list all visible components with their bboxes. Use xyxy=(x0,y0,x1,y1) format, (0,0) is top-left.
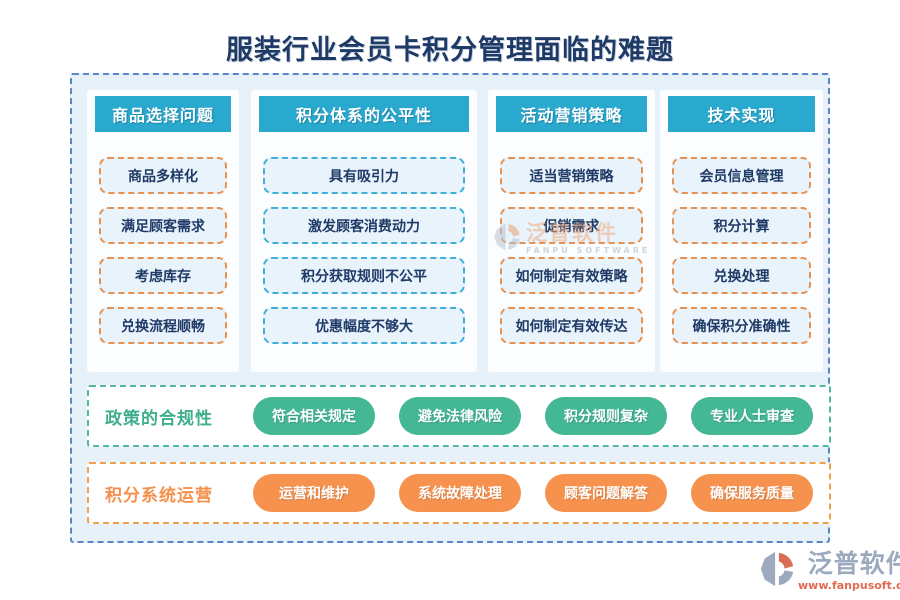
pill-node: 避免法律风险 xyxy=(399,397,521,435)
column-header: 技术实现 xyxy=(668,96,815,132)
item-node: 满足顾客需求 xyxy=(99,207,227,244)
band-system-operation: 积分系统运营 运营和维护 系统故障处理 顾客问题解答 确保服务质量 xyxy=(87,462,831,524)
pill-node: 顾客问题解答 xyxy=(545,474,667,512)
item-node: 积分获取规则不公平 xyxy=(263,257,465,294)
band-label: 政策的合规性 xyxy=(105,408,213,429)
column-product-selection: 商品选择问题 商品多样化 满足顾客需求 考虑库存 兑换流程顺畅 xyxy=(87,90,239,372)
pill-node: 专业人士审查 xyxy=(691,397,813,435)
page-title: 服装行业会员卡积分管理面临的难题 xyxy=(226,35,674,66)
column-items: 具有吸引力 激发顾客消费动力 积分获取规则不公平 优惠幅度不够大 xyxy=(251,132,477,344)
logo-url: www.fanpusoft.com xyxy=(798,578,900,592)
item-node: 优惠幅度不够大 xyxy=(263,307,465,344)
pill-node: 系统故障处理 xyxy=(399,474,521,512)
item-node: 积分计算 xyxy=(672,207,811,244)
pill-node: 运营和维护 xyxy=(253,474,375,512)
fanpu-logo: 泛普软件 www.fanpusoft.com xyxy=(758,550,900,592)
column-header: 商品选择问题 xyxy=(95,96,231,132)
item-node: 商品多样化 xyxy=(99,157,227,194)
main-frame: 商品选择问题 商品多样化 满足顾客需求 考虑库存 兑换流程顺畅 积分体系的公平性… xyxy=(70,73,831,543)
column-items: 商品多样化 满足顾客需求 考虑库存 兑换流程顺畅 xyxy=(87,132,239,344)
item-node: 具有吸引力 xyxy=(263,157,465,194)
logo-name: 泛普软件 xyxy=(807,549,900,578)
band-label: 积分系统运营 xyxy=(105,485,213,506)
item-node: 如何制定有效策略 xyxy=(500,257,643,294)
item-node: 确保积分准确性 xyxy=(672,307,811,344)
item-node: 兑换处理 xyxy=(672,257,811,294)
item-node: 激发顾客消费动力 xyxy=(263,207,465,244)
column-items: 会员信息管理 积分计算 兑换处理 确保积分准确性 xyxy=(660,132,823,344)
column-marketing-strategy: 活动营销策略 适当营销策略 促销需求 如何制定有效策略 如何制定有效传达 xyxy=(488,90,655,372)
pill-node: 符合相关规定 xyxy=(253,397,375,435)
column-tech-implementation: 技术实现 会员信息管理 积分计算 兑换处理 确保积分准确性 xyxy=(660,90,823,372)
pill-node: 积分规则复杂 xyxy=(545,397,667,435)
item-node: 会员信息管理 xyxy=(672,157,811,194)
column-header: 活动营销策略 xyxy=(496,96,647,132)
item-node: 促销需求 xyxy=(500,207,643,244)
item-node: 兑换流程顺畅 xyxy=(99,307,227,344)
column-header: 积分体系的公平性 xyxy=(259,96,469,132)
band-policy-compliance: 政策的合规性 符合相关规定 避免法律风险 积分规则复杂 专业人士审查 xyxy=(87,385,831,447)
pill-node: 确保服务质量 xyxy=(691,474,813,512)
item-node: 考虑库存 xyxy=(99,257,227,294)
item-node: 适当营销策略 xyxy=(500,157,643,194)
column-items: 适当营销策略 促销需求 如何制定有效策略 如何制定有效传达 xyxy=(488,132,655,344)
column-points-fairness: 积分体系的公平性 具有吸引力 激发顾客消费动力 积分获取规则不公平 优惠幅度不够… xyxy=(251,90,477,372)
item-node: 如何制定有效传达 xyxy=(500,307,643,344)
fanpu-swoosh-icon xyxy=(758,550,796,592)
